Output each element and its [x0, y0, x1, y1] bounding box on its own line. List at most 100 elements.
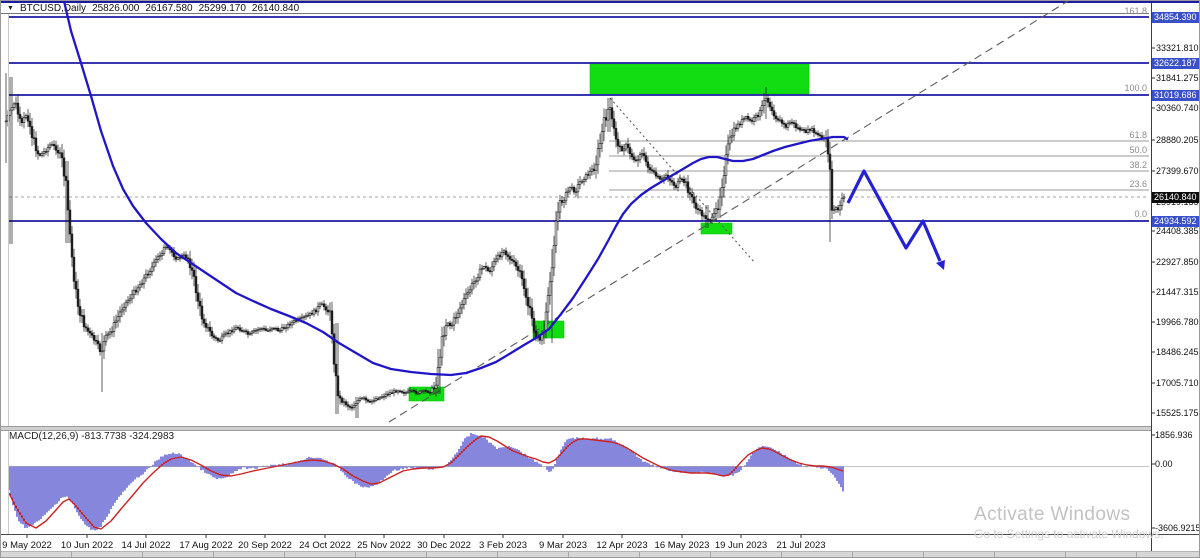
date-axis-label[interactable]: 9 Mar 2023: [538, 540, 588, 551]
candle-down: [766, 97, 770, 103]
candle-up: [132, 289, 136, 296]
candle-down: [746, 116, 750, 120]
candle-up: [754, 114, 758, 118]
candle-up: [476, 277, 480, 282]
candle-down: [560, 200, 564, 203]
date-axis-label[interactable]: 16 May 2023: [654, 540, 710, 551]
candle-down: [792, 122, 796, 124]
candle-down: [586, 174, 590, 176]
candle-up: [122, 306, 126, 311]
candle-up: [786, 123, 790, 128]
candle-up: [268, 329, 272, 332]
candle-down: [836, 207, 840, 211]
candle-up: [380, 396, 384, 399]
candle-up: [578, 181, 582, 185]
candle-down: [236, 326, 240, 329]
candle-down: [656, 175, 660, 178]
supply-demand-zone: [589, 63, 810, 95]
candle-up: [242, 330, 246, 333]
date-axis-label[interactable]: 3 Feb 2023: [478, 540, 528, 551]
candle-up: [720, 187, 724, 198]
date-axis-label[interactable]: 30 Dec 2022: [417, 540, 471, 551]
candle-down: [88, 330, 92, 334]
forecast-arrow: [846, 169, 942, 262]
candle-up: [100, 350, 104, 353]
candle-down: [432, 387, 436, 390]
supply-demand-zone: [408, 386, 445, 402]
date-axis-label[interactable]: 19 Jun 2023: [714, 540, 768, 551]
candle-up: [464, 293, 468, 300]
date-axis-label[interactable]: 14 Jul 2022: [121, 540, 171, 551]
candle-up: [182, 254, 186, 257]
candle-down: [510, 258, 514, 261]
candle-up: [594, 164, 598, 171]
candle-up: [492, 261, 496, 268]
candle-up: [4, 120, 8, 123]
date-axis-label[interactable]: 20 Sep 2022: [238, 540, 292, 551]
candle-down: [592, 168, 596, 171]
date-axis-label[interactable]: 9 May 2022: [2, 540, 52, 551]
date-axis-label[interactable]: 10 Jun 2022: [60, 540, 114, 551]
candle-down: [288, 323, 292, 326]
candle-down: [346, 404, 350, 407]
candle-down: [64, 175, 68, 181]
candle-down: [190, 267, 194, 271]
candle-down: [796, 127, 800, 129]
candle-up: [158, 255, 162, 258]
candle-up: [130, 294, 134, 300]
fib-ratio-label: 100.0: [1124, 83, 1147, 93]
macd-axis-label: -3606.9215: [1155, 523, 1200, 533]
ohlc-close: 26140.840: [251, 2, 300, 14]
candle-down: [770, 106, 774, 111]
date-axis-label[interactable]: 12 Apr 2023: [596, 540, 648, 551]
candle-down: [612, 118, 616, 129]
bottom-scroll-strip[interactable]: [1, 551, 1199, 557]
candle-down: [538, 336, 542, 341]
candle-up: [248, 333, 252, 335]
candle-up: [354, 402, 358, 406]
candle-down: [178, 257, 182, 259]
candle-up: [596, 148, 600, 166]
candle-down: [780, 119, 784, 124]
date-axis-label[interactable]: 24 Oct 2022: [299, 540, 351, 551]
candle-up: [496, 254, 500, 260]
candle-down: [52, 143, 56, 146]
candle-up: [140, 283, 144, 285]
date-axis-label[interactable]: 17 Aug 2022: [179, 540, 233, 551]
candle-up: [270, 327, 274, 331]
candle-down: [524, 288, 528, 298]
candle-down: [70, 233, 74, 258]
candle-down: [782, 123, 786, 125]
candle-up: [254, 329, 258, 332]
candle-up: [342, 401, 346, 403]
candle-up: [378, 396, 382, 400]
candle-down: [812, 128, 816, 133]
candle-up: [224, 332, 228, 335]
pane-separator[interactable]: [1, 426, 1151, 431]
candle-up: [154, 259, 158, 263]
candle-down: [38, 153, 42, 156]
date-axis-label[interactable]: 21 Jul 2023: [776, 540, 826, 551]
candle-up: [136, 287, 140, 293]
candle-down: [184, 254, 188, 259]
candle-up: [460, 304, 464, 309]
candle-up: [442, 335, 446, 337]
candle-down: [30, 126, 34, 138]
candle-up: [834, 207, 838, 210]
candle-up: [290, 321, 294, 326]
candle-up: [118, 311, 122, 317]
fib-ratio-label: 50.0: [1129, 145, 1147, 155]
chart-dropdown-icon[interactable]: ▼: [7, 4, 14, 12]
candle-up: [312, 309, 316, 315]
date-axis-label[interactable]: 25 Nov 2022: [357, 540, 411, 551]
candle-up: [164, 246, 168, 249]
candle-up: [778, 119, 782, 122]
ohlc-low: 25299.170: [198, 2, 246, 14]
fib-ratio-label: 38.2: [1129, 160, 1147, 170]
candle-down: [768, 101, 772, 108]
candle-up: [554, 220, 558, 246]
candle-down: [196, 292, 200, 302]
candle-down: [336, 375, 340, 397]
candle-up: [300, 316, 304, 319]
